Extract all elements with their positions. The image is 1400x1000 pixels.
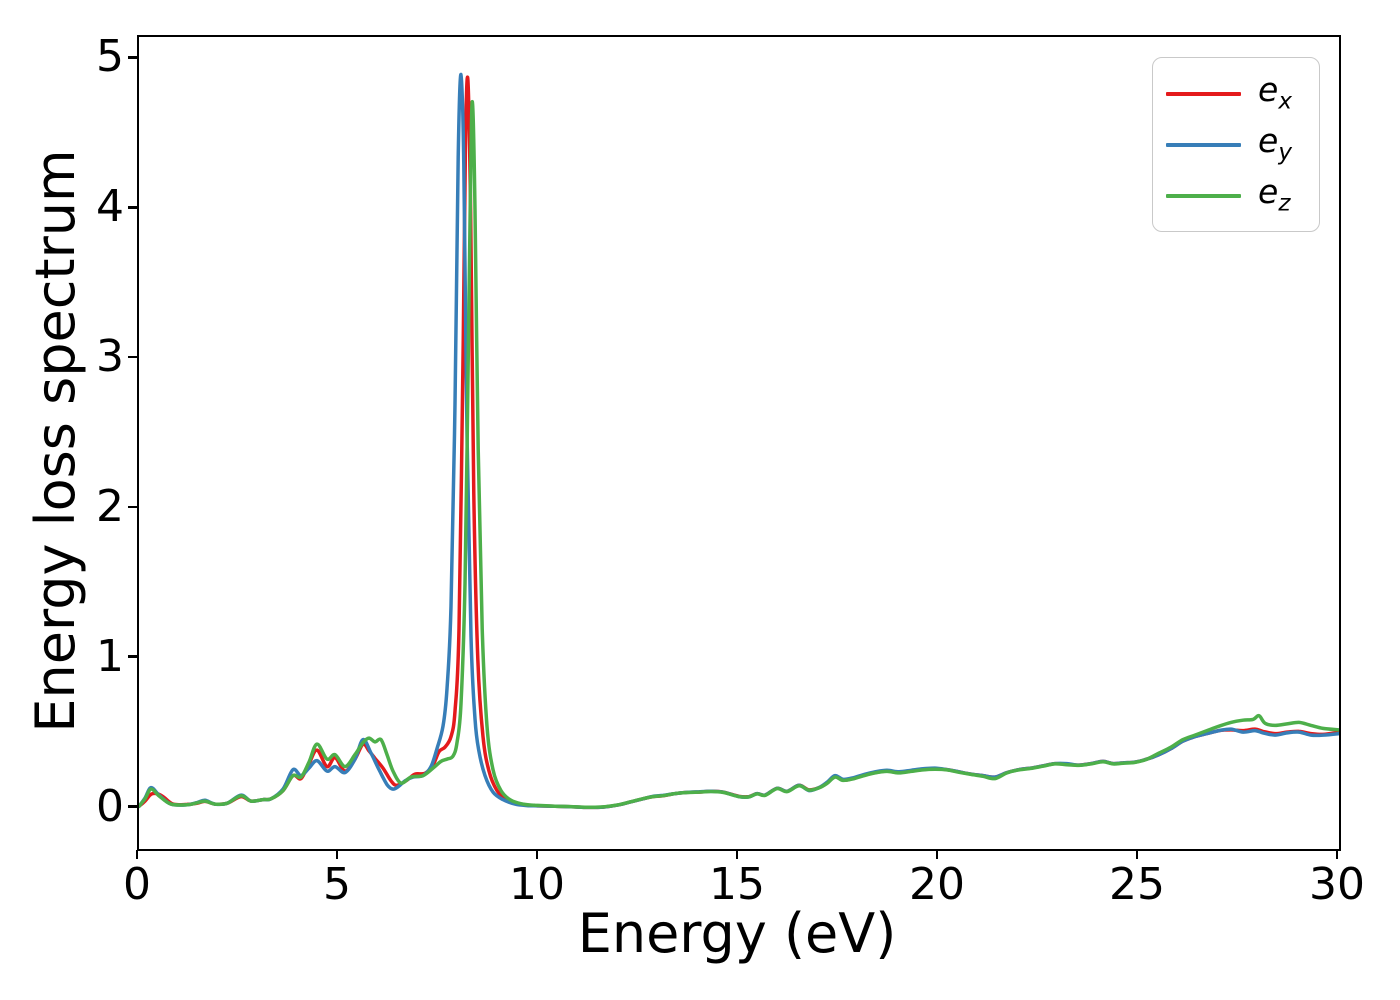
x-tick-10 — [535, 849, 539, 859]
legend-label-ex: ex — [1258, 70, 1292, 115]
legend-label-ez: ez — [1258, 172, 1291, 217]
x-tick-label-10: 10 — [509, 859, 565, 910]
x-tick-label-0: 0 — [123, 859, 151, 910]
legend: ex ey ez — [1152, 57, 1320, 232]
y-tick-label-1: 1 — [96, 630, 124, 682]
y-tick-label-3: 3 — [96, 331, 124, 383]
y-axis-label: Energy loss spectrum — [24, 149, 87, 733]
legend-entry-ey: ey — [1153, 124, 1319, 165]
legend-entry-ez: ez — [1153, 175, 1319, 216]
x-tick-20 — [935, 849, 939, 859]
x-tick-15 — [735, 849, 739, 859]
x-tick-label-5: 5 — [323, 859, 351, 910]
x-tick-label-20: 20 — [909, 859, 965, 910]
legend-line-ey — [1166, 142, 1241, 147]
legend-entry-ex: ex — [1153, 73, 1319, 114]
y-tick-1 — [128, 655, 137, 658]
y-tick-label-5: 5 — [96, 31, 124, 83]
x-tick-label-30: 30 — [1309, 859, 1365, 910]
x-axis-label: Energy (eV) — [577, 902, 897, 965]
x-tick-25 — [1135, 849, 1139, 859]
y-tick-5 — [128, 56, 137, 59]
chart-canvas — [139, 72, 1339, 810]
y-tick-0 — [128, 805, 137, 808]
legend-line-ex — [1166, 91, 1241, 96]
legend-line-ez — [1166, 193, 1241, 198]
y-tick-3 — [128, 355, 137, 359]
x-tick-0 — [135, 849, 139, 859]
x-tick-5 — [335, 849, 339, 859]
y-tick-label-2: 2 — [96, 480, 124, 532]
y-tick-label-0: 0 — [96, 780, 124, 832]
y-tick-label-4: 4 — [96, 181, 124, 233]
legend-label-ey: ey — [1258, 121, 1292, 166]
y-tick-2 — [128, 505, 137, 509]
x-tick-label-15: 15 — [709, 859, 765, 910]
y-tick-4 — [128, 206, 137, 209]
plot-area: ex ey ez — [137, 35, 1341, 851]
series-line-e_z — [139, 99, 1339, 810]
x-tick-30 — [1335, 849, 1339, 859]
x-tick-label-25: 25 — [1109, 859, 1165, 910]
